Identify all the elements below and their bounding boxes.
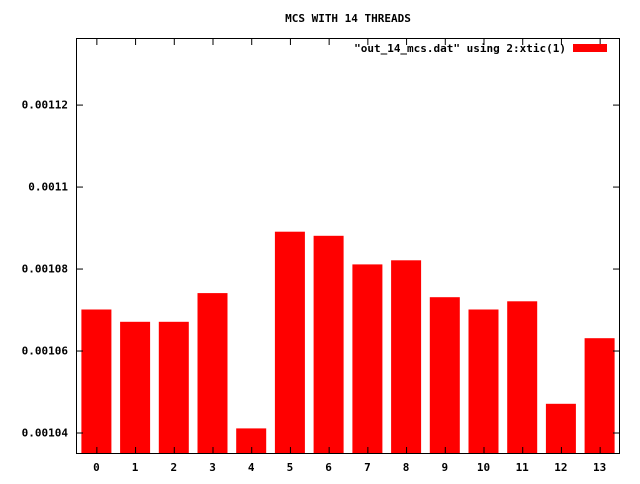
x-tick-label: 0 (93, 461, 100, 474)
bar-13 (584, 338, 615, 453)
x-tick-label: 10 (477, 461, 490, 474)
x-tick-label: 13 (593, 461, 606, 474)
bar-2 (158, 321, 189, 453)
x-tick-label: 7 (364, 461, 371, 474)
legend: "out_14_mcs.dat" using 2:xtic(1) (354, 42, 607, 55)
x-tick-label: 11 (516, 461, 530, 474)
y-tick-label: 0.00112 (22, 99, 68, 112)
chart-title: MCS WITH 14 THREADS (285, 12, 411, 25)
bar-11 (507, 301, 538, 453)
bars-layer (81, 231, 615, 453)
bar-3 (197, 293, 228, 453)
x-tick-label: 5 (287, 461, 294, 474)
legend-label: "out_14_mcs.dat" using 2:xtic(1) (354, 42, 566, 55)
x-tick-label: 3 (209, 461, 216, 474)
plot-frame (76, 38, 620, 454)
bar-8 (391, 260, 422, 453)
legend-swatch (573, 44, 607, 52)
bar-0 (81, 309, 112, 453)
bar-5 (274, 231, 305, 453)
y-tick-label: 0.00104 (22, 427, 69, 440)
x-tick-label: 2 (170, 461, 177, 474)
y-tick-label: 0.0011 (28, 181, 68, 194)
x-tick-label: 6 (325, 461, 332, 474)
x-tick-label: 12 (554, 461, 567, 474)
y-tick-label: 0.00106 (22, 345, 69, 358)
y-tick-label: 0.00108 (22, 263, 68, 276)
bar-1 (120, 321, 151, 453)
bar-6 (313, 235, 344, 453)
bar-12 (545, 403, 576, 453)
x-tick-label: 1 (132, 461, 139, 474)
bar-4 (236, 428, 267, 453)
ticks-layer: 0 1 2 3 4 5 6 7 8 9 10 11 12 130.001040.001060.001080… (22, 39, 619, 474)
bar-10 (468, 309, 499, 453)
x-tick-label: 8 (403, 461, 410, 474)
bar-9 (429, 297, 460, 453)
bar-7 (352, 264, 383, 453)
x-tick-label: 4 (248, 461, 255, 474)
x-tick-label: 9 (441, 461, 448, 474)
